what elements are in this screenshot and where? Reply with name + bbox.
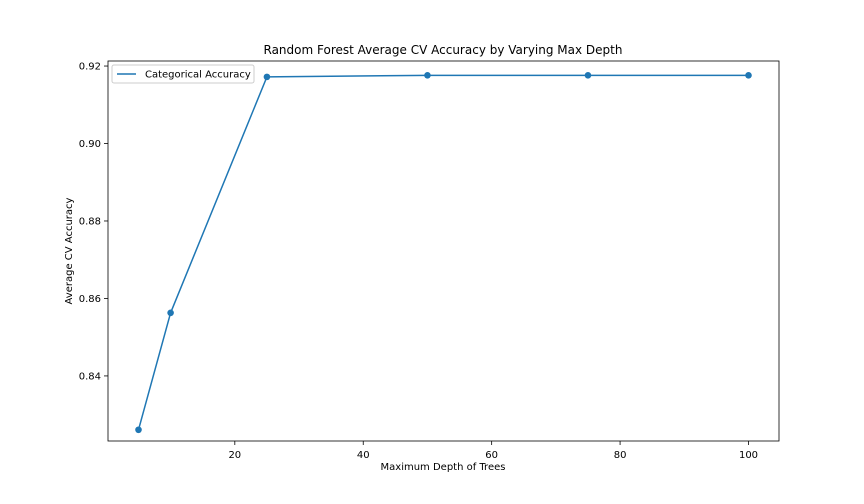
y-tick-label: 0.88 <box>79 216 101 227</box>
y-tick-label: 0.90 <box>79 139 101 150</box>
legend-box <box>111 64 255 84</box>
x-axis: 20 40 60 80 100 <box>228 441 758 461</box>
data-point <box>135 426 142 434</box>
x-tick-label: 20 <box>228 450 241 461</box>
x-axis-label: Maximum Depth of Trees <box>381 462 506 473</box>
x-tick-label: 60 <box>485 450 498 461</box>
y-tick-label: 0.86 <box>79 294 101 305</box>
data-point <box>424 72 431 79</box>
series-line-0 <box>137 74 749 430</box>
series-layer <box>135 72 752 434</box>
data-point <box>584 72 592 79</box>
legend-label-categorical-accuracy: Categorical Accuracy <box>145 70 251 81</box>
plot-area <box>107 60 780 442</box>
chart-title: Random Forest Average CV Accuracy by Var… <box>264 43 623 57</box>
y-axis-label: Average CV Accuracy <box>64 197 75 304</box>
data-point <box>167 309 174 317</box>
plot-frame <box>107 60 780 442</box>
x-tick-label: 80 <box>614 450 627 461</box>
y-tick-label: 0.84 <box>79 371 101 382</box>
legend: Categorical Accuracy <box>111 64 255 84</box>
data-point <box>745 72 752 79</box>
x-tick-label: 40 <box>357 450 370 461</box>
y-tick-label: 0.92 <box>79 62 101 73</box>
y-axis: 0.84 0.86 0.88 0.90 0.92 <box>79 62 108 382</box>
x-tick-label: 100 <box>739 450 758 461</box>
data-point <box>263 73 271 81</box>
